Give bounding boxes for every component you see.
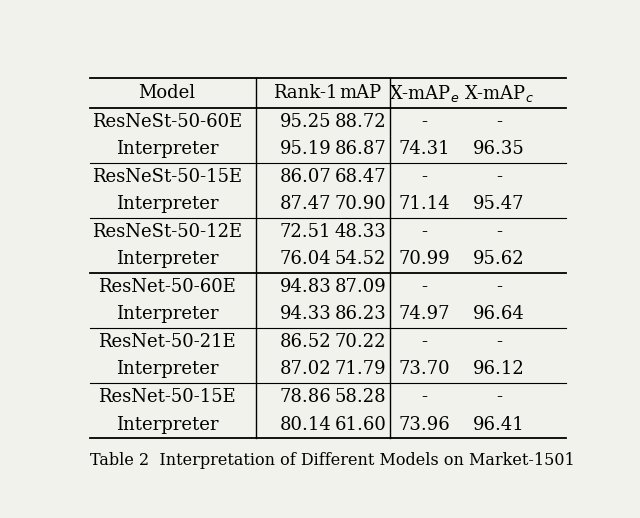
Text: 72.51: 72.51 xyxy=(280,223,332,241)
Text: -: - xyxy=(422,113,428,131)
Text: ResNet-50-60E: ResNet-50-60E xyxy=(98,278,236,296)
Text: -: - xyxy=(496,278,502,296)
Text: -: - xyxy=(422,278,428,296)
Text: 71.79: 71.79 xyxy=(335,361,386,379)
Text: 87.09: 87.09 xyxy=(334,278,386,296)
Text: -: - xyxy=(422,388,428,406)
Text: Interpreter: Interpreter xyxy=(116,306,218,323)
Text: -: - xyxy=(496,113,502,131)
Text: 87.02: 87.02 xyxy=(280,361,332,379)
Text: Interpreter: Interpreter xyxy=(116,361,218,379)
Text: Interpreter: Interpreter xyxy=(116,140,218,159)
Text: 73.96: 73.96 xyxy=(399,415,451,434)
Text: 80.14: 80.14 xyxy=(280,415,332,434)
Text: -: - xyxy=(496,388,502,406)
Text: -: - xyxy=(496,333,502,351)
Text: -: - xyxy=(422,168,428,186)
Text: Interpreter: Interpreter xyxy=(116,195,218,213)
Text: 73.70: 73.70 xyxy=(399,361,451,379)
Text: 96.64: 96.64 xyxy=(473,306,525,323)
Text: 74.97: 74.97 xyxy=(399,306,451,323)
Text: 95.47: 95.47 xyxy=(474,195,525,213)
Text: Model: Model xyxy=(138,84,195,102)
Text: 95.25: 95.25 xyxy=(280,113,332,131)
Text: 94.33: 94.33 xyxy=(280,306,332,323)
Text: 95.62: 95.62 xyxy=(474,250,525,268)
Text: 48.33: 48.33 xyxy=(334,223,386,241)
Text: 74.31: 74.31 xyxy=(399,140,451,159)
Text: 96.12: 96.12 xyxy=(473,361,525,379)
Text: 71.14: 71.14 xyxy=(399,195,451,213)
Text: 78.86: 78.86 xyxy=(280,388,332,406)
Text: 54.52: 54.52 xyxy=(335,250,386,268)
Text: 76.04: 76.04 xyxy=(280,250,332,268)
Text: X-mAP$_e$: X-mAP$_e$ xyxy=(390,82,460,104)
Text: ResNet-50-21E: ResNet-50-21E xyxy=(98,333,236,351)
Text: ResNet-50-15E: ResNet-50-15E xyxy=(98,388,236,406)
Text: Rank-1: Rank-1 xyxy=(273,84,338,102)
Text: -: - xyxy=(496,223,502,241)
Text: 86.87: 86.87 xyxy=(334,140,386,159)
Text: -: - xyxy=(422,223,428,241)
Text: ResNeSt-50-12E: ResNeSt-50-12E xyxy=(92,223,242,241)
Text: Interpreter: Interpreter xyxy=(116,415,218,434)
Text: 86.07: 86.07 xyxy=(280,168,332,186)
Text: 96.41: 96.41 xyxy=(473,415,525,434)
Text: 96.35: 96.35 xyxy=(473,140,525,159)
Text: 70.90: 70.90 xyxy=(334,195,386,213)
Text: 61.60: 61.60 xyxy=(334,415,386,434)
Text: X-mAP$_c$: X-mAP$_c$ xyxy=(464,82,534,104)
Text: Table 2  Interpretation of Different Models on Market-1501: Table 2 Interpretation of Different Mode… xyxy=(90,452,575,469)
Text: ResNeSt-50-15E: ResNeSt-50-15E xyxy=(92,168,242,186)
Text: 70.22: 70.22 xyxy=(335,333,386,351)
Text: 68.47: 68.47 xyxy=(335,168,386,186)
Text: 58.28: 58.28 xyxy=(335,388,386,406)
Text: -: - xyxy=(496,168,502,186)
Text: 88.72: 88.72 xyxy=(335,113,386,131)
Text: 86.23: 86.23 xyxy=(334,306,386,323)
Text: 94.83: 94.83 xyxy=(280,278,332,296)
Text: mAP: mAP xyxy=(339,84,381,102)
Text: -: - xyxy=(422,333,428,351)
Text: Interpreter: Interpreter xyxy=(116,250,218,268)
Text: 70.99: 70.99 xyxy=(399,250,451,268)
Text: 95.19: 95.19 xyxy=(280,140,332,159)
Text: 87.47: 87.47 xyxy=(280,195,332,213)
Text: 86.52: 86.52 xyxy=(280,333,332,351)
Text: ResNeSt-50-60E: ResNeSt-50-60E xyxy=(92,113,242,131)
